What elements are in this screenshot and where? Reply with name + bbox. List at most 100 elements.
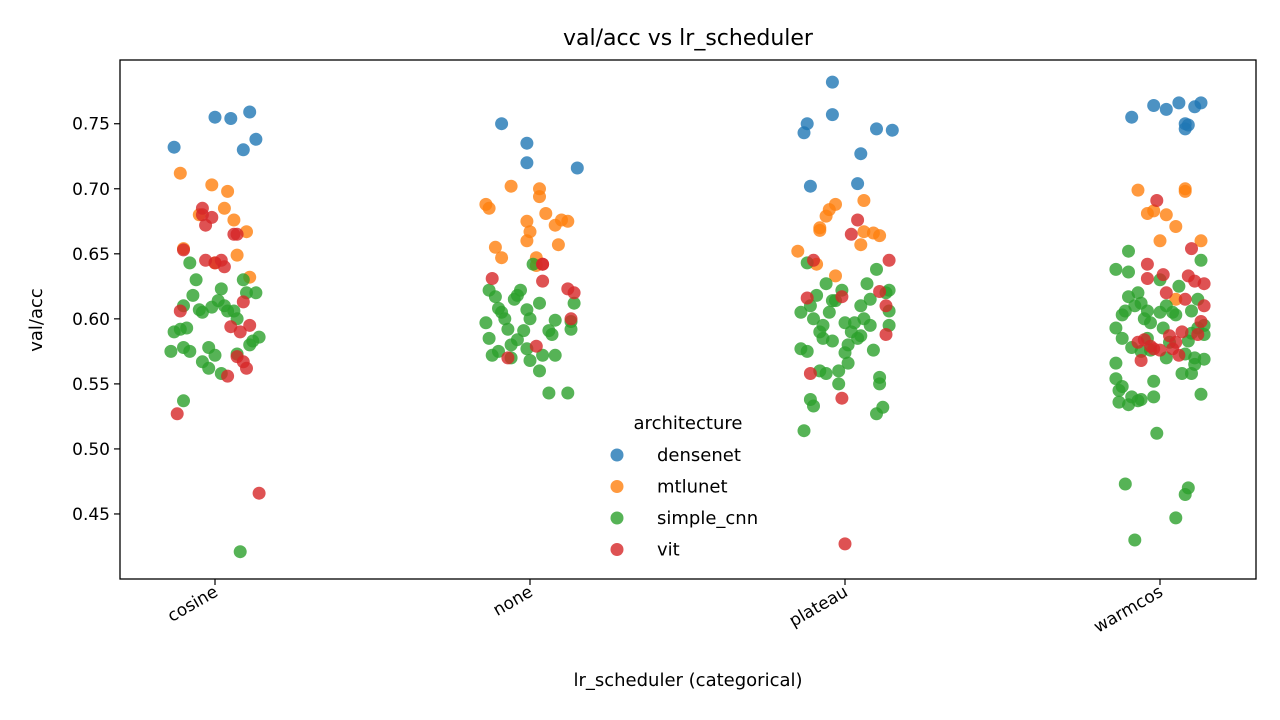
data-point bbox=[841, 338, 855, 352]
data-point bbox=[1194, 315, 1208, 328]
data-point bbox=[873, 285, 887, 298]
series-vit bbox=[170, 194, 1211, 551]
data-point bbox=[835, 391, 849, 405]
data-point bbox=[504, 179, 518, 193]
data-point bbox=[567, 286, 581, 300]
legend-item-simple-cnn: simple_cnn bbox=[610, 508, 758, 529]
data-point bbox=[542, 386, 556, 400]
data-point bbox=[800, 344, 814, 358]
y-tick-label: 0.60 bbox=[72, 310, 110, 330]
data-point bbox=[536, 257, 550, 271]
data-point bbox=[561, 386, 575, 400]
legend-label: densenet bbox=[657, 445, 741, 466]
data-point bbox=[807, 253, 820, 267]
data-point bbox=[1178, 292, 1192, 306]
data-point bbox=[838, 316, 852, 330]
data-point bbox=[539, 207, 553, 220]
data-point bbox=[1109, 356, 1123, 370]
data-point bbox=[1147, 204, 1161, 218]
data-point bbox=[1185, 304, 1198, 318]
data-point bbox=[495, 251, 509, 265]
data-point bbox=[803, 179, 817, 193]
data-point bbox=[526, 257, 540, 271]
data-point bbox=[230, 227, 244, 241]
data-point bbox=[479, 316, 493, 330]
data-point bbox=[567, 296, 581, 310]
data-point bbox=[825, 334, 839, 348]
data-point bbox=[866, 343, 880, 357]
data-point bbox=[835, 290, 849, 304]
data-point bbox=[243, 105, 257, 119]
data-point bbox=[1140, 272, 1154, 285]
data-point bbox=[1172, 279, 1186, 293]
data-point bbox=[825, 108, 839, 122]
legend: architecture densenet mtlunet simple_cnnvi… bbox=[610, 413, 758, 561]
data-point bbox=[794, 305, 808, 319]
data-point bbox=[545, 328, 559, 341]
data-point bbox=[1140, 257, 1154, 271]
data-point bbox=[1153, 343, 1167, 357]
data-point bbox=[876, 400, 890, 414]
data-point bbox=[1181, 481, 1195, 495]
legend-marker bbox=[610, 448, 624, 462]
y-tick-label: 0.75 bbox=[72, 115, 110, 135]
data-point bbox=[841, 356, 855, 370]
y-axis: 0.45 0.50 0.55 0.60 0.65 0.70 0.75 bbox=[72, 115, 120, 525]
data-point bbox=[1181, 118, 1195, 132]
data-point bbox=[551, 238, 565, 252]
data-point bbox=[1194, 96, 1208, 110]
data-point bbox=[495, 117, 509, 131]
data-point bbox=[233, 545, 247, 559]
y-tick-label: 0.55 bbox=[72, 375, 110, 395]
data-point bbox=[1153, 234, 1167, 248]
data-point bbox=[230, 248, 244, 262]
data-point bbox=[854, 329, 868, 343]
data-point bbox=[252, 486, 266, 500]
data-point bbox=[800, 291, 814, 305]
data-point bbox=[879, 299, 893, 313]
plot-frame bbox=[119, 59, 1257, 580]
data-point bbox=[1175, 367, 1189, 380]
data-point bbox=[1147, 99, 1161, 112]
data-point bbox=[240, 361, 253, 375]
data-point bbox=[1169, 308, 1183, 322]
data-point bbox=[1147, 390, 1161, 404]
data-point bbox=[857, 225, 871, 239]
data-point bbox=[1122, 265, 1135, 279]
data-point bbox=[173, 304, 187, 318]
legend-label: vit bbox=[657, 540, 680, 561]
data-point bbox=[233, 325, 247, 339]
data-point bbox=[510, 333, 524, 347]
legend-marker bbox=[610, 511, 624, 525]
data-point bbox=[819, 277, 833, 291]
chart-title: val/acc vs lr_scheduler bbox=[563, 26, 814, 51]
data-point bbox=[514, 283, 527, 297]
data-point bbox=[498, 312, 512, 326]
data-point bbox=[854, 238, 868, 252]
data-point bbox=[1150, 194, 1164, 207]
data-point bbox=[870, 122, 883, 136]
data-point bbox=[523, 312, 537, 326]
data-point bbox=[1169, 292, 1183, 306]
data-point bbox=[797, 424, 811, 438]
data-point bbox=[167, 140, 181, 154]
data-point bbox=[520, 234, 534, 248]
data-point bbox=[221, 184, 235, 198]
data-point bbox=[533, 190, 546, 204]
data-point bbox=[224, 112, 238, 125]
data-point bbox=[832, 377, 846, 391]
legend-title: architecture bbox=[634, 413, 743, 434]
data-point bbox=[180, 321, 194, 335]
data-point bbox=[488, 240, 502, 254]
data-point bbox=[520, 156, 534, 170]
y-tick-label: 0.65 bbox=[72, 245, 110, 265]
legend-marker bbox=[610, 480, 624, 493]
data-point bbox=[863, 292, 877, 306]
data-point bbox=[863, 318, 877, 332]
data-point bbox=[1191, 328, 1205, 341]
data-point bbox=[205, 210, 219, 224]
data-point bbox=[791, 244, 805, 258]
data-point bbox=[205, 178, 219, 192]
data-point bbox=[1194, 234, 1208, 248]
data-point bbox=[517, 324, 531, 338]
